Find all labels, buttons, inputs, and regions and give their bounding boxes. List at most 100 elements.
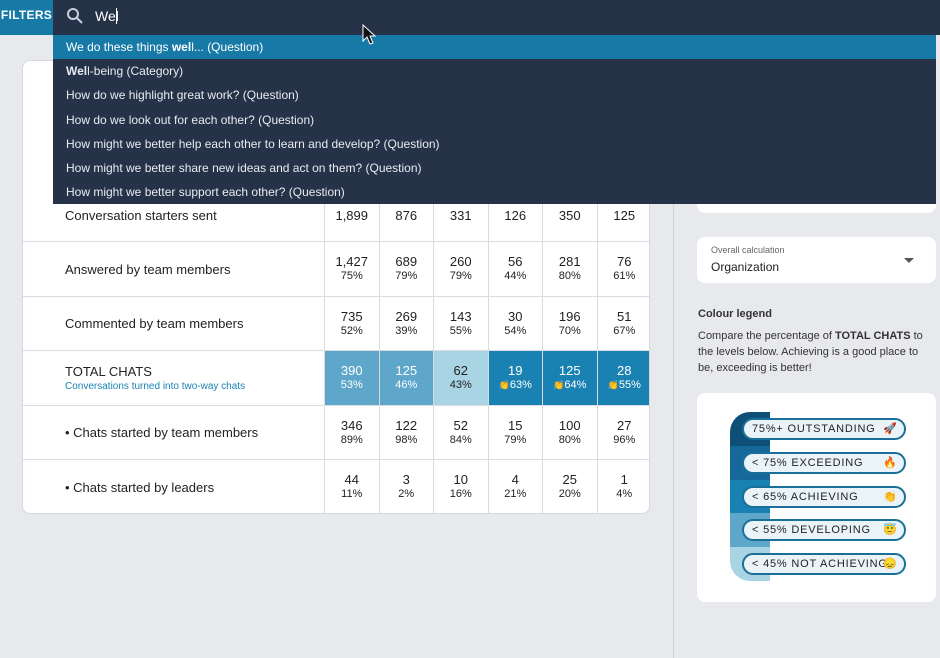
cell-percent: 89%	[325, 434, 379, 446]
cell-icon: 👏	[607, 380, 619, 390]
cell-percent-text: 53%	[340, 379, 363, 391]
suggestion[interactable]: How do we look out for each other? (Ques…	[53, 108, 936, 132]
cell-value: 27	[617, 418, 632, 433]
cell-value: 3	[402, 472, 410, 487]
legend-description: Compare the percentage of TOTAL CHATS to…	[698, 328, 934, 376]
legend-item: < 75% EXCEEDING 🔥	[742, 452, 906, 474]
table-cell: 10 16%	[433, 460, 488, 513]
legend-range: < 75%	[752, 457, 788, 469]
legend-icon: 🔥	[883, 457, 897, 469]
table-cell: 4 21%	[487, 460, 543, 513]
table-cell: 76 61%	[596, 242, 650, 296]
cell-percent: 4%	[598, 488, 650, 500]
table-cell: 25 20%	[542, 460, 597, 513]
divider	[673, 35, 674, 658]
text-segment: to the levels below. Achieving is a good…	[698, 330, 923, 374]
filters-button[interactable]: FILTERS	[0, 0, 53, 35]
cell-percent-text: 2%	[398, 488, 415, 500]
suggestion[interactable]: How might we better support each other? …	[53, 180, 936, 204]
suggestion[interactable]: How do we highlight great work? (Questio…	[53, 83, 936, 107]
row-sublabel: Conversations turned into two-way chats	[65, 381, 246, 392]
table-cell: 51 67%	[596, 297, 650, 350]
suggestion[interactable]: How might we better help each other to l…	[53, 132, 936, 156]
legend-title: Colour legend	[698, 308, 772, 320]
dropdown-arrow	[904, 258, 914, 263]
cell-value: 76	[617, 254, 632, 269]
cell-percent: 79%	[434, 270, 488, 282]
table-cell: 28 👏55%	[596, 351, 649, 405]
table-cell: 62 43%	[433, 351, 488, 405]
cell-percent-text: 79%	[504, 434, 527, 446]
suggestion-list: We do these things well... (Question) Wel…	[53, 35, 936, 204]
cell-value: 19	[508, 363, 523, 378]
cell-value: 281	[558, 254, 581, 269]
cell-value: 126	[504, 207, 527, 223]
suggestion[interactable]: How might we better share new ideas and …	[53, 156, 936, 180]
table-cell: 27 96%	[596, 406, 650, 459]
legend-name: NOT ACHIEVING	[791, 558, 888, 570]
text-segment: How might we better share new ideas and …	[66, 161, 422, 175]
text-segment: l-being (Category)	[87, 64, 184, 79]
cell-percent: 96%	[598, 434, 650, 446]
cell-percent: 84%	[434, 434, 488, 446]
table-cell: 269 39%	[378, 297, 434, 350]
cell-percent-text: 79%	[449, 270, 472, 282]
row-label: Commented by team members	[65, 316, 244, 331]
cell-percent: 16%	[434, 488, 488, 500]
select-label: Overall calculation	[711, 245, 785, 255]
cell-percent: 2%	[380, 488, 434, 500]
suggestion[interactable]: Well-being (Category)	[53, 59, 936, 83]
cell-percent-text: 16%	[449, 488, 472, 500]
table-cell: 281 80%	[542, 242, 597, 296]
cell-value: 260	[449, 254, 472, 269]
row-label: TOTAL CHATS	[65, 364, 152, 379]
cell-percent-text: 20%	[558, 488, 581, 500]
table-cell: 331	[433, 189, 488, 241]
cell-percent: 46%	[380, 379, 434, 391]
cell-value: 1	[620, 472, 628, 487]
table-row: Answered by team members 1,427 75% 689 79% 26…	[23, 242, 650, 297]
cell-value: 62	[453, 363, 468, 378]
table-cell: 689 79%	[378, 242, 434, 296]
cell-percent-text: 75%	[340, 270, 363, 282]
cell-percent: 11%	[325, 488, 379, 500]
suggestion[interactable]: We do these things well... (Question)	[53, 35, 936, 59]
table-cell: 122 98%	[378, 406, 434, 459]
select-value: Organization	[711, 260, 780, 274]
table-cell: 52 84%	[433, 406, 488, 459]
table-cell: 126	[487, 189, 543, 241]
row-label: • Chats started by team members	[65, 425, 259, 440]
table-row: • Chats started by leaders 44 11% 3 2% 10 16% 4…	[23, 460, 650, 513]
cell-value: 4	[511, 472, 519, 487]
cell-percent-text: 4%	[616, 488, 633, 500]
cell-percent: 52%	[325, 325, 379, 337]
cell-percent: 55%	[434, 325, 488, 337]
table-cell: 15 79%	[487, 406, 543, 459]
table-cell: 125 46%	[378, 351, 434, 405]
table-cell: 143 55%	[433, 297, 488, 350]
legend-name: OUTSTANDING	[787, 423, 876, 435]
cell-percent-text: 44%	[504, 270, 527, 282]
table-cell: 19 👏63%	[487, 351, 542, 405]
legend-range: < 45%	[752, 558, 788, 570]
text-segment: How might we better support each other? …	[66, 185, 345, 200]
cell-percent: 👏64%	[543, 379, 597, 391]
cell-value: 122	[395, 418, 418, 433]
table-cell: 346 89%	[324, 406, 379, 459]
cell-percent-text: 52%	[340, 325, 363, 337]
search-input[interactable]: Wel	[95, 8, 119, 24]
cell-percent: 80%	[543, 434, 597, 446]
cell-value: 125	[558, 363, 581, 378]
text-caret	[116, 8, 117, 24]
cell-value: 44	[344, 472, 359, 487]
cell-percent-text: 55%	[449, 325, 472, 337]
text-segment: Compare the percentage of	[698, 330, 835, 342]
cell-value: 1,427	[335, 254, 369, 269]
cell-percent: 79%	[489, 434, 543, 446]
cell-percent-text: 80%	[558, 434, 581, 446]
row-label: Conversation starters sent	[65, 207, 217, 223]
table-cell: 196 70%	[542, 297, 597, 350]
calculation-select[interactable]	[697, 237, 936, 283]
cell-icon: 👏	[553, 380, 565, 390]
table-row: • Chats started by team members 346 89% 122…	[23, 406, 650, 460]
